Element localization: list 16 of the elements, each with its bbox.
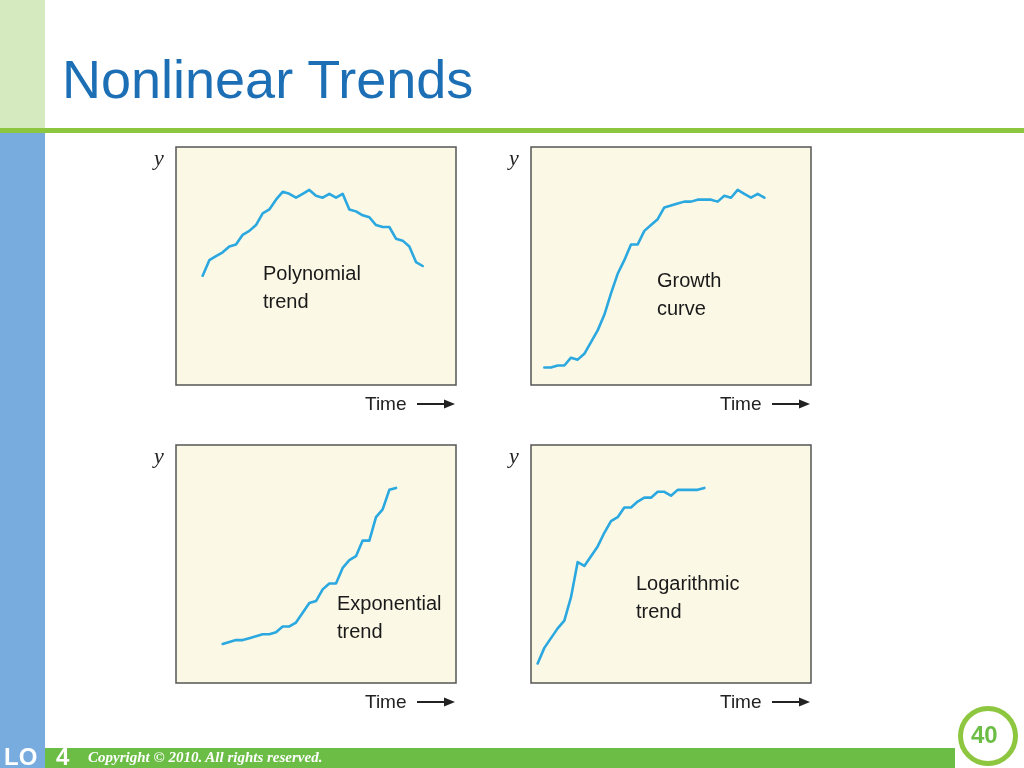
annotation: Growth curve	[657, 268, 722, 321]
text: 40	[971, 721, 998, 748]
x-axis-title: Time	[720, 691, 762, 712]
text: Copyright © 2010. All rights reserved.	[88, 749, 323, 766]
y-axis-title: y	[154, 443, 164, 468]
x-axis-title: Time	[720, 393, 762, 414]
text: LO 4	[4, 743, 70, 768]
annotation: Exponential trend	[337, 591, 442, 644]
y-axis-title: y	[154, 145, 164, 170]
x-axis-title: Time	[365, 691, 407, 712]
chart-title: Nonlinear Trends	[62, 49, 474, 109]
y-axis-title: y	[509, 145, 519, 170]
x-axis-title: Time	[365, 393, 407, 414]
y-axis-title: y	[509, 443, 519, 468]
annotation: Logarithmic trend	[636, 571, 740, 624]
annotation: Polynomial trend	[263, 261, 361, 314]
